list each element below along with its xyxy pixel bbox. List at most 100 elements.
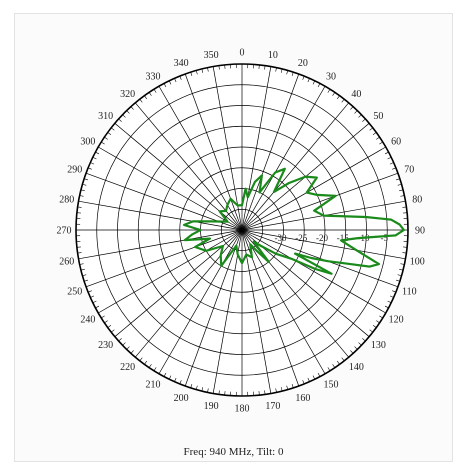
angle-tick-label: 340	[174, 58, 189, 69]
minor-tick	[107, 132, 112, 136]
minor-tick	[317, 372, 321, 377]
minor-tick	[218, 390, 220, 395]
minor-tick	[336, 95, 340, 100]
minor-tick	[122, 342, 126, 346]
minor-tick	[384, 305, 389, 309]
minor-tick	[275, 67, 277, 72]
minor-tick	[336, 360, 340, 365]
minor-tick	[395, 279, 400, 282]
grid-spoke	[241, 229, 272, 394]
angle-tick-label: 20	[298, 58, 308, 69]
minor-tick	[372, 132, 377, 136]
angle-tick-label: 180	[235, 404, 250, 415]
angle-tick-label: 270	[57, 226, 72, 237]
radial-tick-label: -15	[337, 233, 349, 243]
minor-tick	[395, 178, 400, 181]
minor-tick	[218, 65, 220, 70]
grid-spoke	[241, 73, 300, 231]
minor-tick	[79, 263, 84, 265]
minor-tick	[384, 151, 389, 155]
angle-tick-label: 230	[98, 340, 113, 351]
minor-tick	[168, 80, 172, 85]
minor-tick	[389, 295, 394, 298]
minor-tick	[104, 320, 108, 324]
minor-tick	[400, 195, 405, 197]
angle-tick-label: 0	[240, 48, 245, 59]
grid-spoke	[241, 229, 406, 260]
grid-spoke	[241, 229, 399, 288]
minor-tick	[362, 338, 366, 342]
angle-tick-label: 240	[80, 315, 95, 326]
angle-tick-label: 80	[412, 195, 422, 206]
minor-tick	[264, 390, 266, 395]
minor-tick	[354, 346, 358, 350]
minor-tick	[77, 252, 82, 254]
minor-tick	[399, 189, 404, 192]
minor-tick	[376, 320, 380, 324]
minor-tick	[201, 387, 204, 392]
minor-tick	[122, 114, 126, 118]
minor-tick	[397, 183, 402, 186]
minor-tick	[354, 110, 358, 114]
minor-tick	[190, 383, 193, 388]
minor-tick	[195, 385, 198, 390]
minor-tick	[327, 367, 331, 371]
angle-tick-label: 110	[402, 286, 417, 297]
angle-tick-label: 220	[120, 362, 135, 373]
minor-tick	[87, 167, 92, 170]
minor-tick	[130, 350, 134, 354]
minor-tick	[387, 300, 392, 304]
angle-tick-label: 280	[59, 195, 74, 206]
minor-tick	[179, 380, 182, 385]
grid-spoke	[184, 73, 243, 231]
angle-tick-label: 330	[146, 71, 161, 82]
minor-tick	[275, 388, 277, 393]
angle-tick-label: 260	[59, 256, 74, 267]
grid-spoke	[184, 229, 243, 387]
minor-tick	[286, 70, 289, 75]
minor-tick	[163, 372, 167, 377]
minor-tick	[126, 110, 130, 114]
minor-tick	[95, 305, 100, 309]
minor-tick	[79, 195, 84, 197]
angle-tick-label: 290	[67, 165, 82, 176]
angle-tick-label: 190	[204, 401, 219, 412]
minor-tick	[369, 127, 373, 131]
minor-tick	[84, 279, 89, 282]
minor-tick	[95, 151, 100, 155]
minor-tick	[126, 346, 130, 350]
minor-tick	[350, 350, 354, 354]
minor-tick	[80, 189, 85, 192]
minor-tick	[389, 162, 394, 165]
angle-tick-label: 140	[349, 362, 364, 373]
minor-tick	[111, 329, 115, 333]
minor-tick	[92, 156, 97, 160]
minor-tick	[82, 183, 87, 186]
minor-tick	[280, 387, 283, 392]
radial-tick-label: -30	[275, 233, 287, 243]
minor-tick	[392, 167, 397, 170]
minor-tick	[302, 380, 305, 385]
minor-tick	[402, 252, 407, 254]
minor-tick	[80, 268, 85, 271]
minor-tick	[77, 206, 82, 208]
grid-spoke	[78, 200, 243, 231]
minor-tick	[174, 377, 177, 382]
minor-tick	[350, 106, 354, 110]
minor-tick	[90, 162, 95, 165]
minor-tick	[358, 342, 362, 346]
grid-spoke	[212, 229, 243, 394]
minor-tick	[280, 68, 283, 73]
minor-tick	[207, 388, 209, 393]
grid-spoke	[241, 229, 386, 314]
angle-tick-label: 250	[67, 286, 82, 297]
radial-tick-label: -20	[316, 233, 328, 243]
minor-tick	[118, 338, 122, 342]
minor-tick	[104, 136, 108, 140]
grid-spoke	[241, 66, 272, 231]
minor-tick	[118, 118, 122, 122]
pattern-trace	[183, 167, 405, 275]
radial-tick-label: -5	[381, 233, 389, 243]
minor-tick	[190, 72, 193, 77]
